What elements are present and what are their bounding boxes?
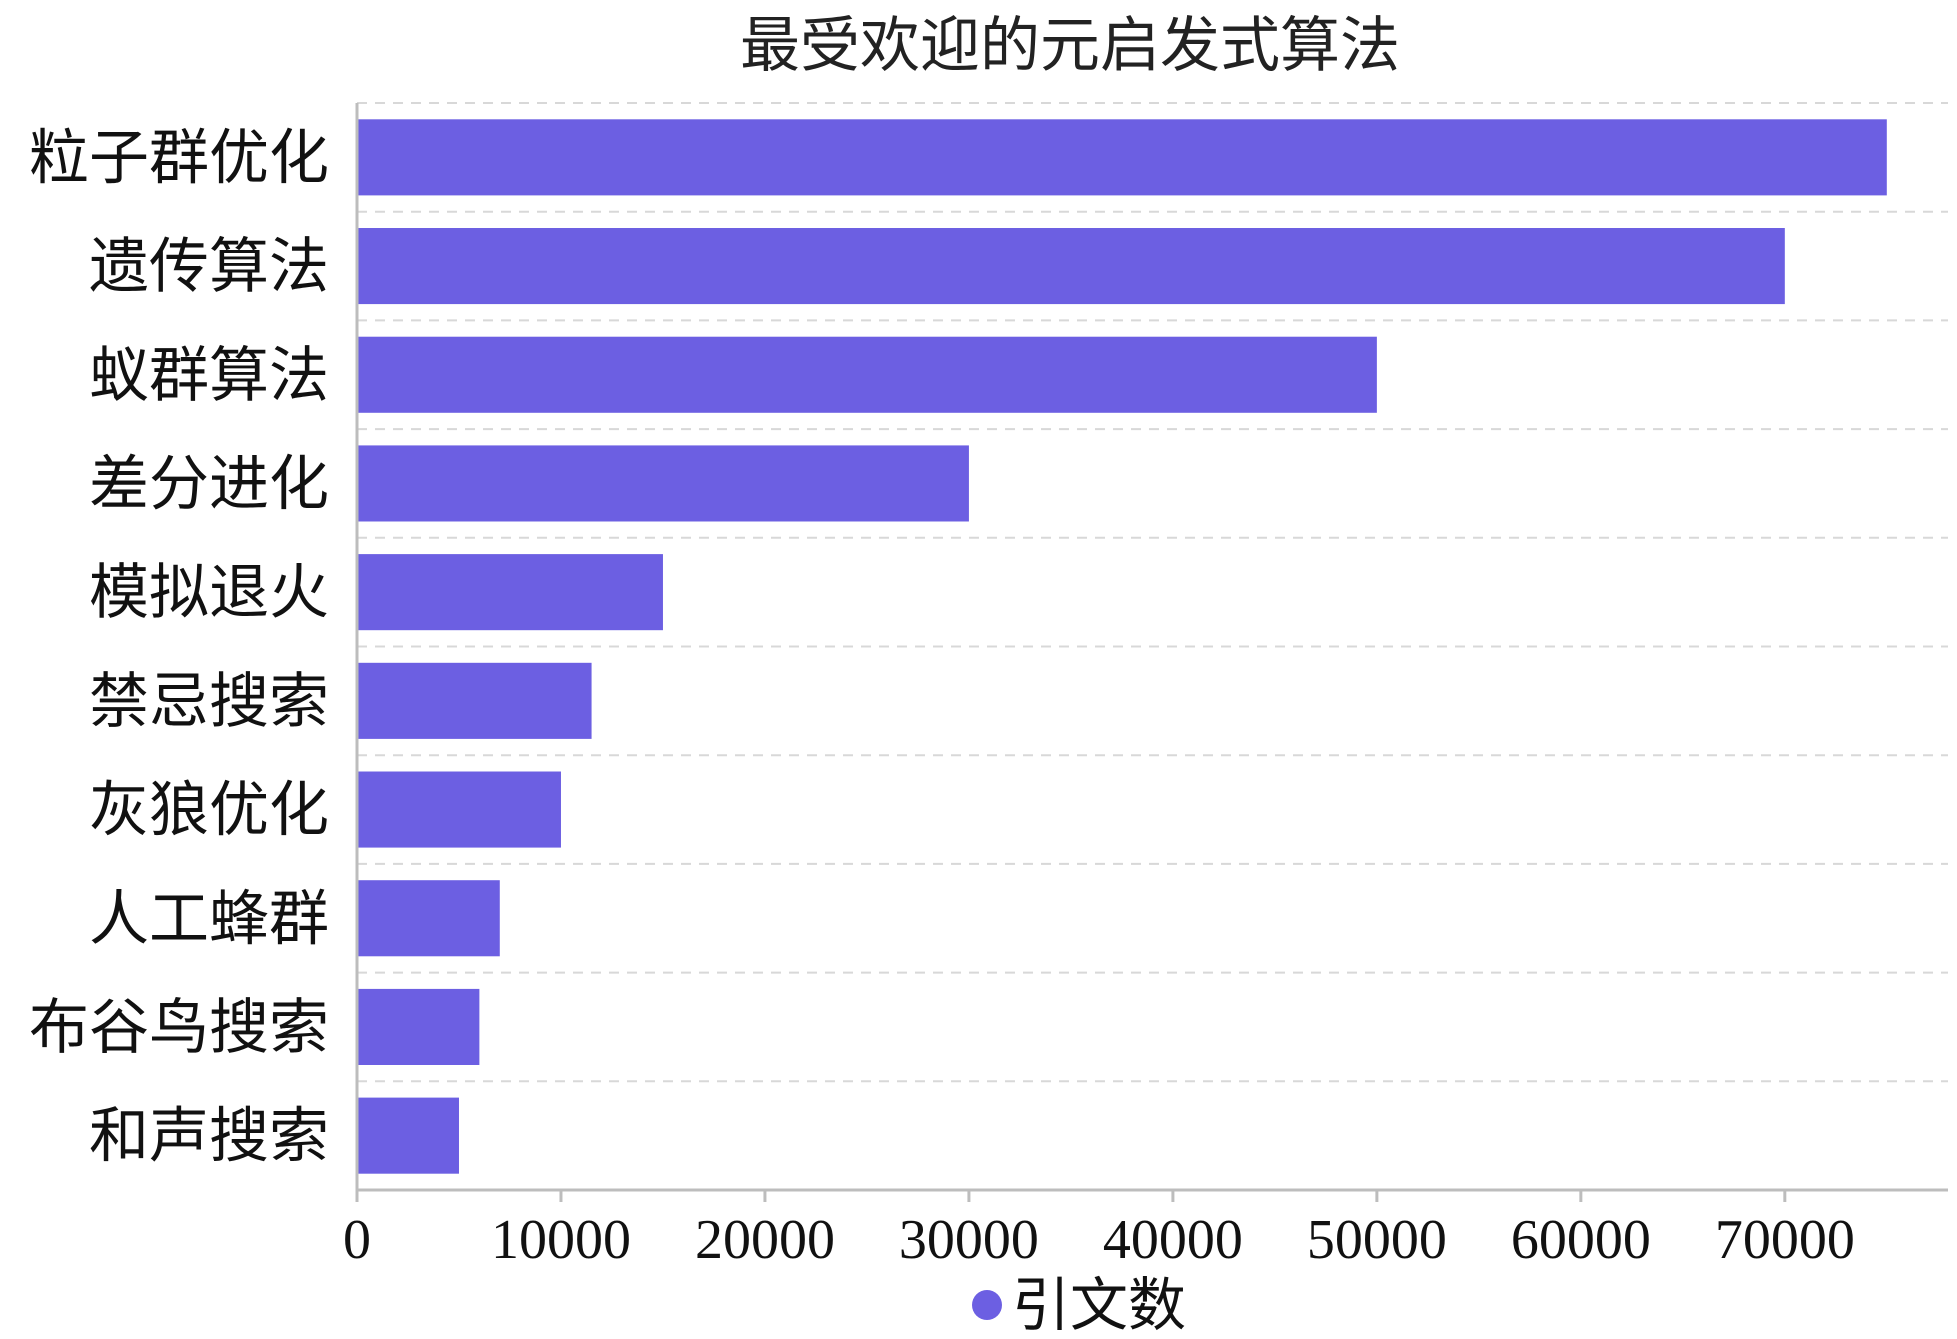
- bar[interactable]: [357, 336, 1377, 413]
- x-tick-label: 50000: [1307, 1209, 1447, 1271]
- x-tick-label: 20000: [695, 1209, 835, 1271]
- legend-swatch-icon: [972, 1290, 1002, 1320]
- legend[interactable]: 引文数: [972, 1271, 1186, 1339]
- x-tick-label: 10000: [491, 1209, 631, 1271]
- x-tick-label: 30000: [899, 1209, 1039, 1271]
- bar[interactable]: [357, 228, 1785, 305]
- bar[interactable]: [357, 554, 663, 631]
- bars: [357, 119, 1887, 1174]
- category-label: 蚁群算法: [89, 341, 329, 411]
- bar[interactable]: [357, 988, 480, 1065]
- bar[interactable]: [357, 771, 561, 848]
- bar[interactable]: [357, 445, 969, 522]
- bar[interactable]: [357, 1097, 459, 1174]
- x-tick-label: 60000: [1511, 1209, 1651, 1271]
- category-label: 和声搜索: [89, 1102, 329, 1172]
- category-label: 布谷鸟搜索: [29, 993, 329, 1063]
- category-label: 差分进化: [89, 449, 329, 519]
- bar[interactable]: [357, 662, 592, 739]
- category-label: 粒子群优化: [29, 123, 329, 193]
- category-label: 人工蜂群: [89, 884, 329, 954]
- x-tick-label: 40000: [1103, 1209, 1243, 1271]
- x-axis-ticks: 0 10000 20000 30000 40000 50000 60000 70000: [343, 1190, 1855, 1271]
- bar[interactable]: [357, 119, 1887, 196]
- category-label: 遗传算法: [89, 232, 329, 302]
- x-tick-label: 0: [343, 1209, 371, 1271]
- bar[interactable]: [357, 880, 500, 957]
- category-label: 禁忌搜索: [89, 667, 329, 737]
- legend-label: 引文数: [1012, 1271, 1186, 1339]
- x-tick-label: 70000: [1715, 1209, 1855, 1271]
- category-label: 模拟退火: [89, 558, 329, 628]
- category-labels: 粒子群优化遗传算法蚁群算法差分进化模拟退火禁忌搜索灰狼优化人工蜂群布谷鸟搜索和声…: [29, 123, 329, 1171]
- chart-title: 最受欢迎的元启发式算法: [740, 11, 1400, 81]
- category-label: 灰狼优化: [89, 776, 329, 846]
